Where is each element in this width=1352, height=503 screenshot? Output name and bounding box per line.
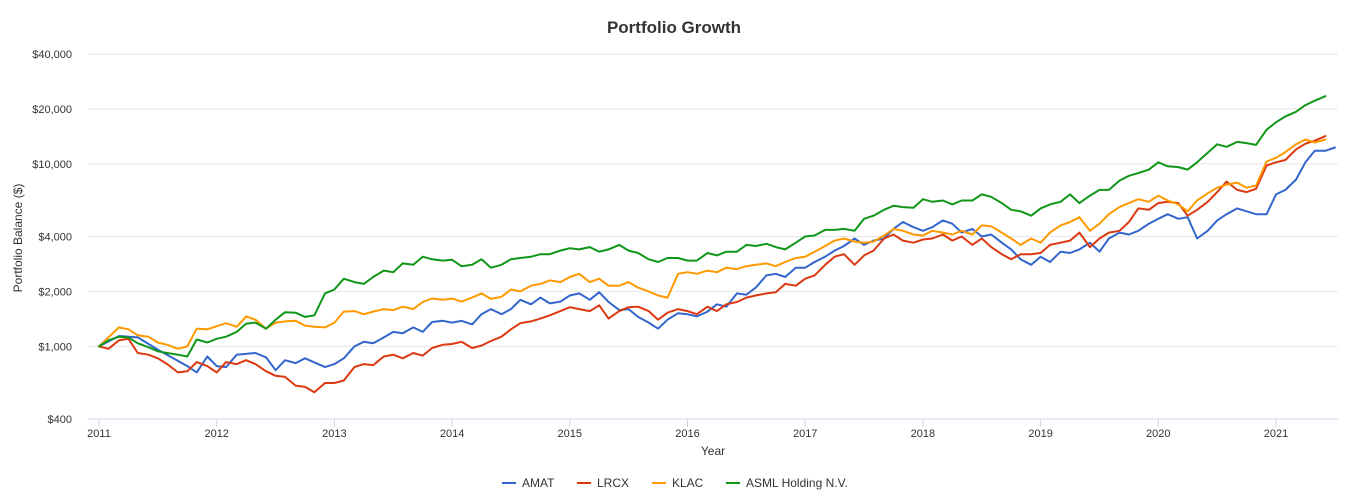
- legend: AMAT LRCX KLAC ASML Holding N.V.: [502, 476, 848, 490]
- y-tick-label: $4,000: [38, 232, 72, 244]
- axes: $400 $1,000 $2,000 $4,000 $10,000 $20,000 $40,…: [32, 49, 1338, 440]
- y-axis-title: Portfolio Balance ($): [11, 184, 25, 293]
- x-tick-label: 2016: [675, 428, 699, 440]
- y-tick-label: $2,000: [38, 286, 72, 298]
- legend-item-label: KLAC: [672, 476, 704, 490]
- x-tick-label: 2019: [1028, 428, 1052, 440]
- y-tick-label: $1,000: [38, 341, 72, 353]
- legend-item-label: ASML Holding N.V.: [746, 476, 848, 490]
- y-tick-label: $20,000: [32, 104, 72, 116]
- x-tick-label: 2021: [1264, 428, 1288, 440]
- x-tick-label: 2014: [440, 428, 464, 440]
- x-tick-label: 2013: [322, 428, 346, 440]
- legend-item-label: AMAT: [522, 476, 555, 490]
- x-axis-title: Year: [701, 444, 725, 458]
- x-tick-label: 2017: [793, 428, 817, 440]
- series-line-lrcx: [98, 135, 1327, 394]
- series-line-klac: [98, 138, 1327, 350]
- x-tick-label: 2011: [87, 428, 111, 440]
- y-tick-label: $400: [48, 414, 72, 426]
- series-lines: [98, 95, 1336, 394]
- y-tick-label: $40,000: [32, 49, 72, 61]
- chart-title: Portfolio Growth: [607, 18, 741, 37]
- x-tick-label: 2012: [204, 428, 228, 440]
- series-line-amat: [98, 146, 1336, 374]
- series-line-asml-holding-n-v: [98, 95, 1327, 358]
- x-tick-label: 2020: [1146, 428, 1170, 440]
- legend-item-label: LRCX: [597, 476, 629, 490]
- x-tick-label: 2018: [911, 428, 935, 440]
- x-tick-label: 2015: [558, 428, 582, 440]
- y-tick-label: $10,000: [32, 159, 72, 171]
